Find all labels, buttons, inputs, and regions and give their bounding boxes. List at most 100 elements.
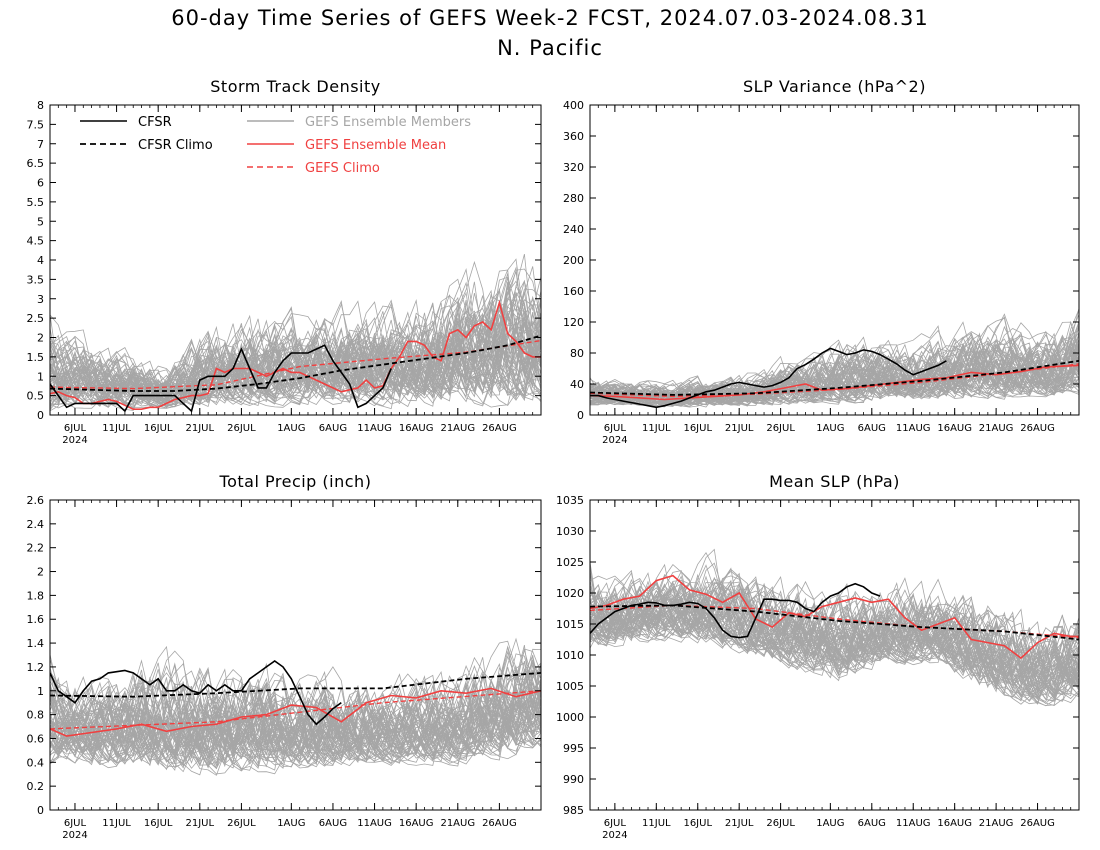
cfsr-climo-line <box>50 334 541 392</box>
cfsr-climo-line <box>590 359 1079 396</box>
y-tick-label: 1020 <box>556 587 584 600</box>
panel-title: SLP Variance (hPa^2) <box>743 77 926 96</box>
y-tick-label: 1.6 <box>27 613 45 626</box>
y-tick-label: 4 <box>37 254 44 267</box>
y-tick-label: 240 <box>563 223 584 236</box>
y-tick-label: 1.2 <box>27 661 45 674</box>
x-tick-sublabel: 2024 <box>602 830 627 841</box>
y-tick-label: 1015 <box>556 618 584 631</box>
ensemble-members <box>590 548 1079 707</box>
x-tick-label: 11JUL <box>102 818 131 829</box>
x-tick-label: 11JUL <box>642 423 671 434</box>
ensemble-member-line <box>50 276 541 410</box>
ensemble-member-line <box>50 681 541 769</box>
cfsr-climo-line <box>50 672 541 698</box>
x-tick-label: 16AUG <box>399 818 434 829</box>
ensemble-member-line <box>50 297 541 405</box>
y-tick-label: 0 <box>37 804 44 817</box>
y-tick-label: 6 <box>37 177 44 190</box>
ensemble-member-line <box>50 327 541 409</box>
panel-title: Mean SLP (hPa) <box>769 472 900 491</box>
y-tick-label: 0.5 <box>27 390 45 403</box>
x-tick-label: 6JUL <box>64 818 87 829</box>
ensemble-member-line <box>590 575 1079 696</box>
ensemble-mean-line <box>50 687 541 737</box>
x-tick-label: 1AUG <box>816 818 844 829</box>
plot-frame <box>49 499 542 811</box>
x-tick-label: 6AUG <box>319 818 347 829</box>
legend-label-cfsr-climo: CFSR Climo <box>138 138 213 153</box>
x-tick-label: 16JUL <box>144 423 173 434</box>
y-tick-label: 3.5 <box>27 273 45 286</box>
ensemble-member-line <box>50 645 541 765</box>
ensemble-member-line <box>50 316 541 408</box>
ensemble-member-line <box>590 570 1079 700</box>
cfsr-line <box>50 344 392 413</box>
ensemble-member-line <box>50 669 541 762</box>
ensemble-member-line <box>50 656 541 766</box>
y-tick-label: 2 <box>37 566 44 579</box>
x-tick-label: 21AUG <box>440 423 475 434</box>
legend-label-ens-mean: GEFS Ensemble Mean <box>305 138 446 153</box>
x-tick-label: 16AUG <box>937 818 972 829</box>
x-tick-label: 21AUG <box>979 818 1014 829</box>
y-tick-label: 2 <box>37 332 44 345</box>
ensemble-member-line <box>590 552 1079 696</box>
ensemble-member-line <box>50 308 541 404</box>
ensemble-member-line <box>50 672 541 759</box>
x-tick-label: 21JUL <box>186 818 215 829</box>
cfsr-line <box>50 660 342 726</box>
x-tick-label: 16AUG <box>937 423 972 434</box>
x-tick-label: 11AUG <box>357 423 392 434</box>
y-tick-label: 3 <box>37 293 44 306</box>
ensemble-member-line <box>50 288 541 405</box>
x-tick-sublabel: 2024 <box>62 830 87 841</box>
y-tick-label: 1.4 <box>27 637 45 650</box>
panel-title: Total Precip (inch) <box>219 472 372 491</box>
ensemble-member-line <box>50 320 541 407</box>
x-tick-label: 26JUL <box>766 423 795 434</box>
ensemble-member-line <box>590 335 1079 404</box>
x-tick-label: 21JUL <box>725 818 754 829</box>
ensemble-member-line <box>50 664 541 759</box>
x-tick-label: 16JUL <box>683 423 712 434</box>
x-tick-label: 6JUL <box>604 818 627 829</box>
ensemble-member-line <box>590 591 1079 701</box>
y-tick-label: 1025 <box>556 556 584 569</box>
x-tick-label: 6JUL <box>604 423 627 434</box>
x-tick-label: 16AUG <box>399 423 434 434</box>
ensemble-members <box>590 308 1079 408</box>
x-tick-label: 1AUG <box>277 423 305 434</box>
x-tick-label: 21JUL <box>186 423 215 434</box>
y-tick-label: 40 <box>570 378 584 391</box>
x-tick-label: 11JUL <box>642 818 671 829</box>
y-tick-label: 0.6 <box>27 732 45 745</box>
x-tick-label: 26JUL <box>227 423 256 434</box>
x-tick-label: 1AUG <box>816 423 844 434</box>
x-tick-label: 11AUG <box>896 423 931 434</box>
x-tick-sublabel: 2024 <box>602 435 627 446</box>
x-tick-label: 26AUG <box>482 818 517 829</box>
y-tick-label: 1.8 <box>27 589 45 602</box>
x-tick-label: 16JUL <box>683 818 712 829</box>
y-tick-label: 1 <box>37 370 44 383</box>
legend: CFSR CFSR Climo GEFS Ensemble Members GEFS … <box>80 115 471 176</box>
legend-label-cfsr: CFSR <box>138 115 172 130</box>
y-tick-label: 320 <box>563 161 584 174</box>
chart-panel-3: Total Precip (inch) 0 0.2 0.4 0.6 0.8 1 1.2 1.4 1… <box>27 472 542 841</box>
y-tick-label: 6.5 <box>27 157 45 170</box>
ensemble-member-line <box>590 335 1079 404</box>
ensemble-member-line <box>590 342 1079 405</box>
cfsr-line <box>590 347 947 409</box>
x-tick-label: 11AUG <box>896 818 931 829</box>
x-tick-label: 26AUG <box>1020 818 1055 829</box>
ensemble-member-line <box>590 579 1079 702</box>
y-tick-label: 1 <box>37 685 44 698</box>
x-tick-label: 6JUL <box>64 423 87 434</box>
y-tick-label: 400 <box>563 99 584 112</box>
y-tick-label: 1.5 <box>27 351 45 364</box>
ensemble-member-line <box>50 269 541 406</box>
ensemble-member-line <box>590 589 1079 691</box>
x-tick-label: 26AUG <box>1020 423 1055 434</box>
